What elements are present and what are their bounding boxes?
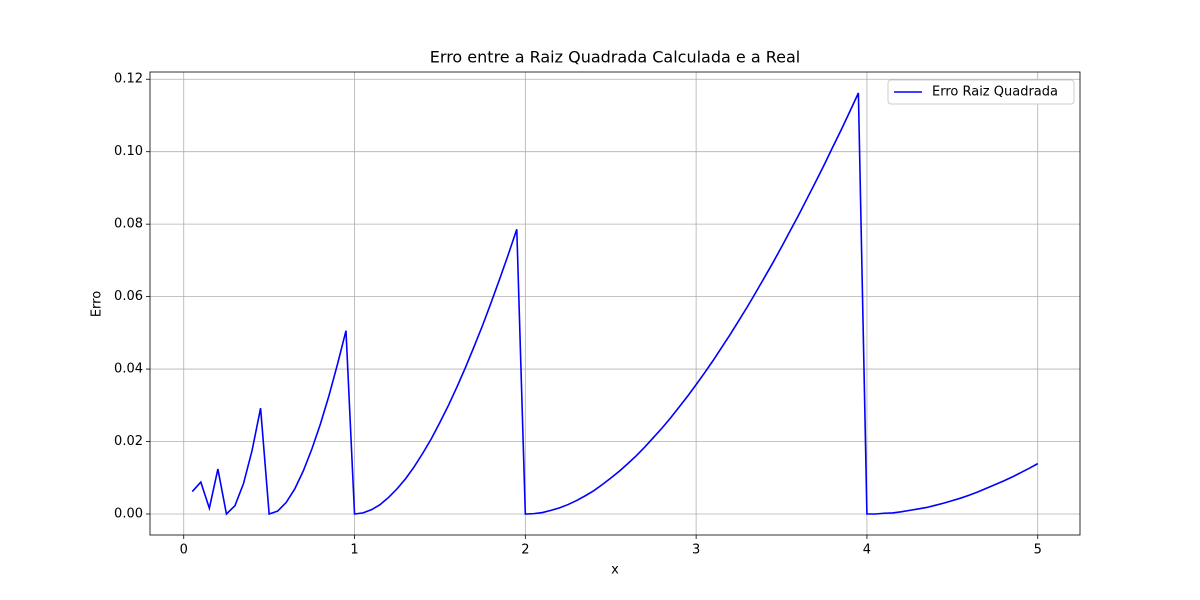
- axes-frame: [149, 71, 1081, 536]
- x-axis-label: x: [611, 563, 619, 578]
- y-tick-label: 0.04: [114, 362, 143, 377]
- chart-title: Erro entre a Raiz Quadrada Calculada e a…: [430, 48, 800, 67]
- x-tick-label: 1: [350, 543, 358, 558]
- legend-box: [887, 79, 1075, 105]
- y-axis-label: Erro: [90, 291, 105, 317]
- line-series: [191, 92, 1039, 516]
- x-tick-label: 5: [1034, 543, 1042, 558]
- y-tick-label: 0.08: [114, 217, 143, 232]
- x-tick-label: 3: [692, 543, 700, 558]
- y-tick-label: 0.12: [114, 72, 143, 87]
- y-tick-label: 0.06: [114, 289, 143, 304]
- y-tick-label: 0.10: [114, 144, 143, 159]
- x-tick-label: 2: [521, 543, 529, 558]
- x-tick-label: 0: [180, 543, 188, 558]
- y-tick-label: 0.00: [114, 506, 143, 521]
- x-tick-label: 4: [863, 543, 871, 558]
- y-tick-label: 0.02: [114, 434, 143, 449]
- legend-label: Erro Raiz Quadrada: [932, 85, 1058, 100]
